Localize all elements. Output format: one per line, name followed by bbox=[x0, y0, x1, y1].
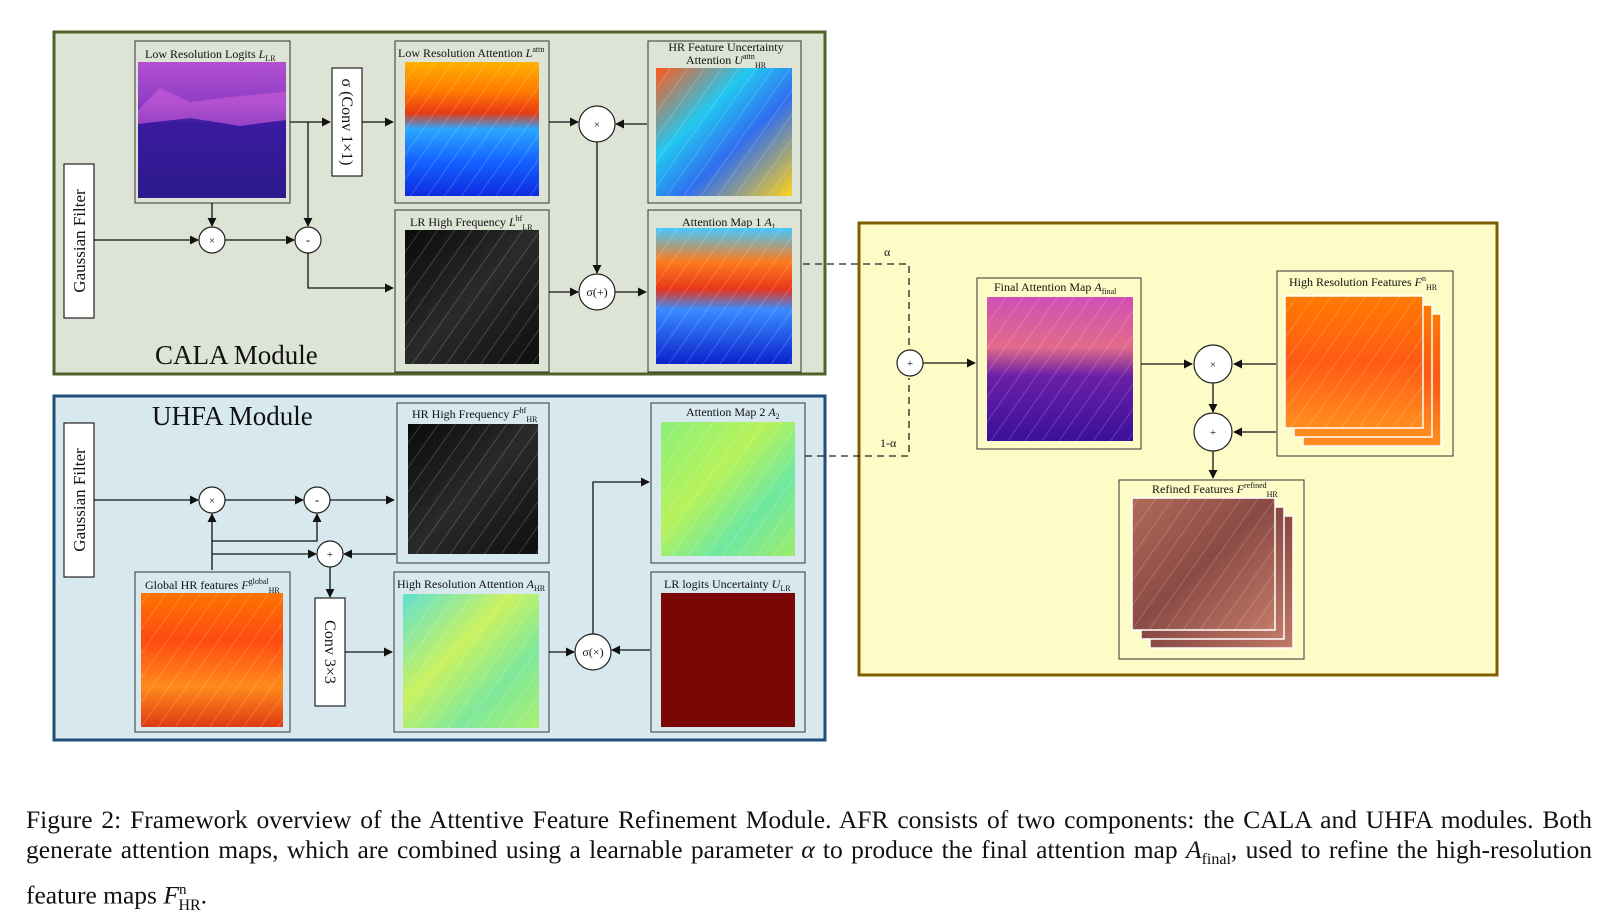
lr-attention-label: Low Resolution Attention Lattn bbox=[398, 45, 544, 60]
lr-logits-uncertainty-panel bbox=[650, 571, 806, 733]
cala-module-label: CALA Module bbox=[155, 340, 318, 370]
uhfa-gaussian-filter-box bbox=[63, 422, 95, 578]
caption-fhr-subscript: HR bbox=[178, 896, 201, 914]
uhfa-add-op-label: + bbox=[327, 549, 333, 561]
cala-sigma-add-op-label: σ(+) bbox=[586, 285, 607, 299]
caption-alpha: α bbox=[801, 835, 815, 864]
attention-map1-panel bbox=[647, 209, 802, 373]
caption-afinal-symbol: A bbox=[1185, 835, 1202, 864]
uhfa-subtract-op-label: - bbox=[315, 492, 319, 507]
cala-gaussian-filter-box bbox=[63, 163, 95, 319]
caption-part1: Figure 2: Framework overview of the Atte… bbox=[26, 805, 1592, 864]
fusion-residual-add-op-label: + bbox=[1210, 427, 1216, 439]
refined-features-label: Refined Features FrefinedHR bbox=[1152, 481, 1278, 499]
uhfa-gaussian-filter-label: Gaussian Filter bbox=[70, 448, 89, 552]
caption-part2: to produce the final attention map bbox=[814, 835, 1186, 864]
caption-part4: . bbox=[200, 880, 208, 910]
figure-caption: Figure 2: Framework overview of the Atte… bbox=[26, 805, 1592, 921]
attention-map1-label: Attention Map 1 A1 bbox=[682, 215, 776, 231]
cala-gaussian-filter-label: Gaussian Filter bbox=[70, 189, 89, 293]
lr-logits-uncertainty-image bbox=[661, 593, 795, 727]
global-hr-features-image-texture bbox=[141, 593, 283, 727]
fusion-connections bbox=[923, 358, 1276, 479]
lr-attention-image-texture bbox=[405, 62, 539, 196]
global-hr-features-label: Global HR features FglobalHR bbox=[145, 577, 280, 595]
cala-subtract-op-label: - bbox=[306, 232, 310, 247]
attention-map2-label: Attention Map 2 A2 bbox=[686, 405, 780, 421]
global-hr-features-panel bbox=[134, 571, 291, 733]
attention-map2-panel bbox=[650, 402, 806, 564]
lr-logits-uncertainty-label: LR logits Uncertainty ULR bbox=[664, 577, 791, 593]
lr-logits-label: Low Resolution Logits LLR bbox=[145, 47, 276, 63]
fusion-add-op-label: + bbox=[907, 358, 913, 370]
cala-multiply-op-label: × bbox=[209, 235, 215, 247]
hr-uncertainty-label-line2: Attention UattnHR bbox=[686, 52, 767, 70]
uhfa-multiply-op-label: × bbox=[209, 495, 215, 507]
caption-fhr-superscript: n bbox=[178, 882, 187, 899]
hr-high-frequency-image-texture bbox=[408, 424, 538, 554]
conv1x1-box bbox=[331, 67, 363, 177]
hr-uncertainty-panel bbox=[647, 40, 802, 204]
alpha-label: α bbox=[884, 245, 891, 259]
caption-part3: , used to refine the high-resolution fea… bbox=[26, 835, 1592, 910]
alpha-weighted-connections bbox=[803, 263, 910, 457]
hr-attention-image-texture bbox=[403, 594, 539, 728]
hr-uncertainty-image-texture bbox=[656, 68, 792, 196]
uhfa-sigma-multiply-op-label: σ(×) bbox=[582, 645, 603, 659]
hr-high-frequency-label: HR High Frequency FhfHR bbox=[412, 406, 538, 424]
final-attention-map-image-texture bbox=[987, 297, 1133, 441]
lr-logits-image bbox=[138, 62, 286, 198]
lr-high-frequency-image-texture bbox=[405, 230, 539, 364]
hr-features-label: High Resolution Features FnHR bbox=[1289, 274, 1438, 292]
final-attention-map-label: Final Attention Map Afinal bbox=[994, 280, 1117, 296]
attention-map2-image-texture bbox=[661, 422, 795, 556]
lr-logits-image-detail bbox=[138, 88, 286, 126]
uhfa-connections bbox=[94, 477, 650, 657]
hr-high-frequency-panel bbox=[396, 402, 550, 564]
lr-high-frequency-label: LR High Frequency LhfLR bbox=[410, 214, 533, 232]
lr-high-frequency-panel bbox=[394, 209, 550, 373]
uhfa-module-label: UHFA Module bbox=[152, 401, 313, 431]
one-minus-alpha-label: 1-α bbox=[880, 436, 897, 450]
attention-map1-image-texture bbox=[656, 228, 792, 364]
hr-uncertainty-label-line1: HR Feature Uncertainty bbox=[668, 40, 783, 54]
cala-connections bbox=[94, 117, 647, 297]
caption-fhr-symbol: F bbox=[163, 880, 179, 910]
refined-features-panel bbox=[1118, 479, 1305, 660]
caption-afinal-subscript: final bbox=[1201, 851, 1231, 869]
hr-features-image-texture bbox=[1285, 296, 1423, 428]
conv1x1-label: σ (Conv 1×1) bbox=[338, 79, 355, 166]
refined-features-image-texture bbox=[1132, 498, 1275, 630]
afr-framework-diagram: CALA Module Gaussian Filter Low Resoluti… bbox=[52, 30, 1499, 742]
hr-attention-label: High Resolution Attention AHR bbox=[397, 577, 546, 593]
cala-uncertainty-multiply-op-label: × bbox=[594, 119, 600, 131]
hr-features-panel bbox=[1276, 270, 1454, 457]
conv3x3-label: Conv 3×3 bbox=[321, 620, 338, 684]
fusion-multiply-op-label: × bbox=[1210, 359, 1216, 371]
